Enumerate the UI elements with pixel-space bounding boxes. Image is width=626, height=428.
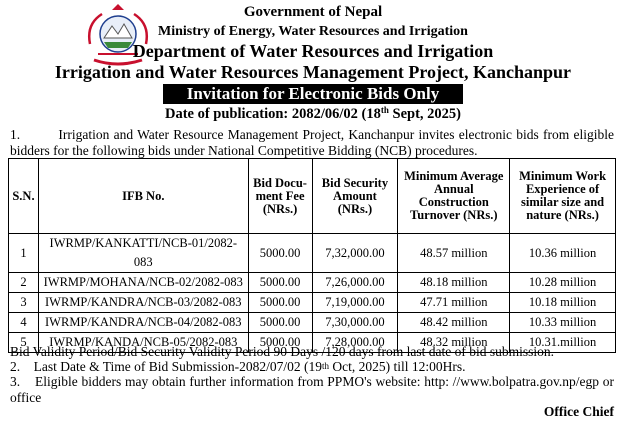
- cell-bid-security: 7,28,000.00: [311, 332, 399, 353]
- deadline-sup: th: [322, 361, 330, 371]
- cell-experience: 10.28 million: [509, 272, 616, 293]
- cell-bid-security: 7,19,000.00: [311, 292, 399, 313]
- bids-table: S.N. IFB No. Bid Docu-ment Fee (NRs.) Bi…: [8, 158, 616, 353]
- cell-bid-security: 7,26,000.00: [311, 272, 399, 293]
- cell-doc-fee: 5000.00: [247, 272, 313, 293]
- cell-sn: 3: [8, 292, 39, 313]
- pub-date-prefix: Date of publication: 2082/06/02 (18: [164, 106, 381, 122]
- signature-office-chief: Office Chief: [543, 404, 614, 419]
- cell-ifb-no: IWRMP/MOHANA/NCB-02/2082-083: [37, 272, 249, 293]
- government-title: Government of Nepal: [243, 4, 383, 20]
- table-row: 5 IWRMP/KANDA/NCB-05/2082-083 5000.00 7,…: [8, 332, 616, 353]
- pub-date-sup: th: [380, 105, 389, 115]
- cell-experience: 10.36 million: [509, 233, 616, 273]
- table-row: 1 IWRMP/KANKATTI/NCB-01/2082-083 5000.00…: [8, 233, 616, 273]
- header-doc-fee: Bid Docu-ment Fee (NRs.): [247, 158, 313, 234]
- cell-turnover: 48.18 million: [397, 272, 511, 293]
- cell-sn: 2: [8, 272, 39, 293]
- cell-sn: 5: [8, 332, 39, 353]
- cell-turnover: 48.32 million: [397, 332, 511, 353]
- cell-turnover: 47.71 million: [397, 292, 511, 313]
- cell-sn: 1: [8, 233, 39, 273]
- cell-experience: 10.31.million: [509, 332, 616, 353]
- header-bid-security: Bid Security Amount (NRs.): [311, 158, 399, 234]
- invitation-banner: Invitation for Electronic Bids Only: [163, 84, 463, 104]
- cell-doc-fee: 5000.00: [247, 292, 313, 313]
- cell-doc-fee: 5000.00: [247, 233, 313, 273]
- header-turnover: Minimum Average Annual Construction Turn…: [397, 158, 511, 234]
- table-row: 2 IWRMP/MOHANA/NCB-02/2082-083 5000.00 7…: [8, 272, 616, 293]
- cell-sn: 4: [8, 312, 39, 333]
- cell-turnover: 48.57 million: [397, 233, 511, 273]
- header-sn: S.N.: [8, 158, 39, 234]
- info-note: 3. Eligible bidders may obtain further i…: [10, 374, 614, 405]
- deadline-prefix: 2. Last Date & Time of Bid Submission-20…: [10, 359, 323, 374]
- intro-paragraph: 1. Irrigation and Water Resource Managem…: [10, 127, 614, 158]
- cell-experience: 10.33 million: [509, 312, 616, 333]
- deadline-suffix: Oct, 2025) till 12:00Hrs.: [329, 359, 466, 374]
- pub-date-suffix: Sept, 2025): [388, 106, 461, 122]
- cell-doc-fee: 5000.00: [247, 312, 313, 333]
- header-ifb-no: IFB No.: [37, 158, 249, 234]
- validity-note: Bid Validity Period/Bid Security Validit…: [10, 344, 554, 359]
- cell-doc-fee: 5000.00: [247, 332, 313, 353]
- cell-ifb-no: IWRMP/KANDRA/NCB-04/2082-083: [37, 312, 249, 333]
- cell-ifb-no: IWRMP/KANDRA/NCB-03/2082-083: [37, 292, 249, 313]
- ministry-title: Ministry of Energy, Water Resources and …: [158, 24, 468, 39]
- cell-turnover: 48.42 million: [397, 312, 511, 333]
- cell-ifb-no: IWRMP/KANKATTI/NCB-01/2082-083: [37, 233, 249, 273]
- table-header-row: S.N. IFB No. Bid Docu-ment Fee (NRs.) Bi…: [8, 158, 616, 234]
- table-row: 3 IWRMP/KANDRA/NCB-03/2082-083 5000.00 7…: [8, 292, 616, 313]
- cell-bid-security: 7,32,000.00: [311, 233, 399, 273]
- project-title: Irrigation and Water Resources Managemen…: [54, 62, 572, 82]
- department-title: Department of Water Resources and Irriga…: [132, 41, 494, 61]
- cell-experience: 10.18 million: [509, 292, 616, 313]
- cell-ifb-no: IWRMP/KANDA/NCB-05/2082-083: [37, 332, 249, 353]
- publication-date: Date of publication: 2082/06/02 (18th Se…: [0, 105, 626, 123]
- header-experience: Minimum Work Experience of similar size …: [509, 158, 616, 234]
- table-row: 4 IWRMP/KANDRA/NCB-04/2082-083 5000.00 7…: [8, 312, 616, 333]
- nepal-emblem-icon: [88, 4, 148, 66]
- deadline-note: 2. Last Date & Time of Bid Submission-20…: [10, 359, 614, 375]
- cell-bid-security: 7,30,000.00: [311, 312, 399, 333]
